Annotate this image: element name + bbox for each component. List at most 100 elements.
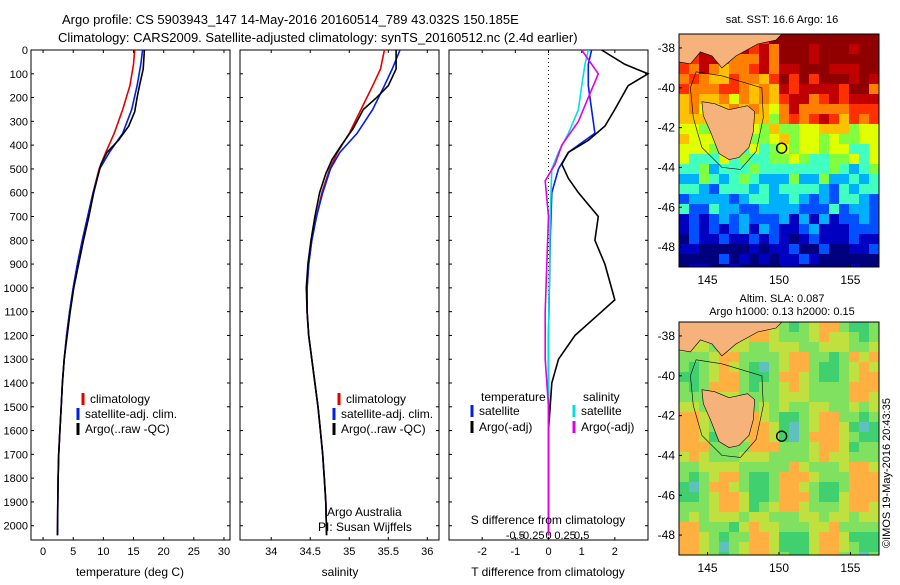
- map-cell: [699, 184, 710, 195]
- map-cell: [739, 84, 750, 95]
- map-cell: [859, 234, 870, 245]
- map-cell: [859, 254, 870, 265]
- map-cell: [869, 164, 879, 175]
- map-cell: [789, 54, 800, 65]
- map-cell: [699, 512, 710, 523]
- map-cell: [789, 432, 800, 443]
- map-cell: [689, 432, 700, 443]
- map-cell: [779, 224, 790, 235]
- map-cell: [809, 342, 820, 353]
- map-cell: [809, 224, 820, 235]
- legend-s-argo: Argo(-adj): [581, 420, 634, 434]
- map-cell: [869, 422, 879, 433]
- map-cell: [869, 482, 879, 493]
- map-cell: [709, 432, 720, 443]
- map-cell: [819, 34, 830, 45]
- map-cell: [799, 254, 810, 265]
- map-cell: [799, 332, 810, 343]
- map-cell: [869, 144, 879, 155]
- map-cell: [809, 422, 820, 433]
- map-cell: [699, 134, 710, 145]
- map-cell: [869, 512, 879, 523]
- map-cell: [849, 124, 860, 135]
- x-tick-label: 25: [188, 546, 200, 558]
- map-cell: [829, 392, 840, 403]
- map-cell: [849, 332, 860, 343]
- map-cell: [839, 532, 850, 543]
- map-cell: [739, 94, 750, 105]
- map-cell: [869, 382, 879, 393]
- depth-tick-label: 1300: [4, 354, 28, 366]
- map-cell: [859, 392, 870, 403]
- map-cell: [739, 452, 750, 463]
- map-cell: [739, 204, 750, 215]
- map-cell: [799, 114, 810, 125]
- map-cell: [859, 492, 870, 503]
- map-cell: [789, 332, 800, 343]
- map-cell: [849, 184, 860, 195]
- map-cell: [849, 194, 860, 205]
- map-cell: [809, 522, 820, 533]
- map-cell: [859, 64, 870, 75]
- map-cell: [749, 74, 760, 85]
- map-cell: [789, 382, 800, 393]
- series-line-argo-raw-qc-: [305, 50, 397, 536]
- map-cell: [849, 422, 860, 433]
- map-cell: [729, 532, 740, 543]
- map-cell: [789, 462, 800, 473]
- map-cell: [679, 194, 690, 205]
- depth-contour: [690, 71, 764, 170]
- map-cell: [829, 532, 840, 543]
- x-tick-label: 30: [218, 546, 230, 558]
- map-cell: [709, 194, 720, 205]
- x-tick-label: -1: [510, 546, 520, 558]
- map-cell: [869, 342, 879, 353]
- map-cell: [859, 204, 870, 215]
- map-cell: [749, 492, 760, 503]
- map-cell: [849, 542, 860, 553]
- map-cell: [769, 94, 780, 105]
- map-cell: [719, 194, 730, 205]
- x-tick-label: 20: [158, 546, 170, 558]
- map-cell: [869, 362, 879, 373]
- map-cell: [739, 254, 750, 265]
- pi-label: PI: Susan Wijffels: [318, 520, 412, 534]
- map-cell: [719, 452, 730, 463]
- map-cell: [769, 432, 780, 443]
- map-cell: [849, 412, 860, 423]
- depth-tick-label: 2000: [4, 521, 28, 533]
- map-cell: [789, 204, 800, 215]
- map-cell: [789, 452, 800, 463]
- map-cell: [749, 204, 760, 215]
- map-cell: [689, 264, 700, 267]
- map-cell: [839, 164, 850, 175]
- map-cell: [759, 214, 770, 225]
- map-cell: [839, 402, 850, 413]
- map-cell: [849, 342, 860, 353]
- legend-s-satellite: satellite: [581, 404, 622, 418]
- map-cell: [719, 254, 730, 265]
- map-cell: [689, 442, 700, 453]
- map-cell: [729, 492, 740, 503]
- depth-tick-label: 1200: [4, 330, 28, 342]
- map-cell: [869, 522, 879, 533]
- map-cell: [819, 144, 830, 155]
- sla-map-field: [679, 322, 879, 555]
- map-cell: [769, 64, 780, 75]
- map-cell: [809, 352, 820, 363]
- sst-map-field: [679, 34, 879, 267]
- map-cell: [729, 54, 740, 65]
- map-cell: [819, 244, 830, 255]
- map-cell: [699, 382, 710, 393]
- map-cell: [859, 322, 870, 333]
- map-cell: [859, 104, 870, 115]
- map-cell: [679, 224, 690, 235]
- map-cell: [859, 224, 870, 235]
- map-cell: [839, 432, 850, 443]
- map-cell: [869, 84, 879, 95]
- map-cell: [799, 64, 810, 75]
- map-cell: [699, 234, 710, 245]
- map-cell: [789, 94, 800, 105]
- map-cell: [849, 94, 860, 105]
